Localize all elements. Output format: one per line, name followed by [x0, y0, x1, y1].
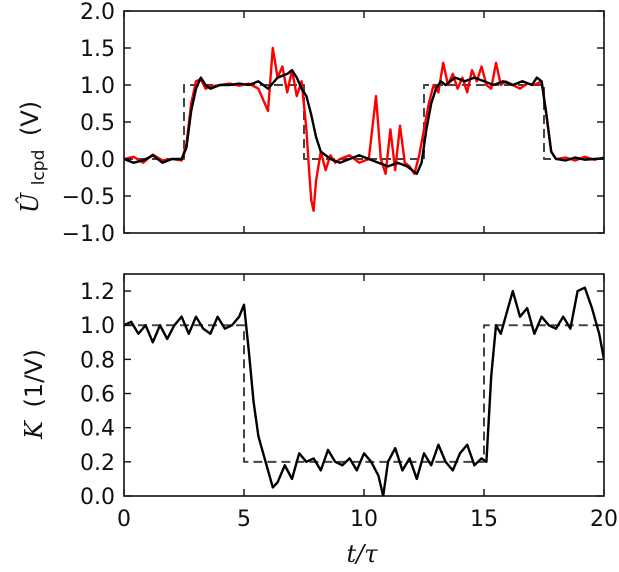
axes-frame [123, 10, 605, 234]
y-tick-label: −0.5 [62, 185, 115, 210]
y-tick-label: 1.2 [80, 280, 115, 305]
y-tick-label: 0.4 [80, 417, 115, 442]
y-tick-label: 0.6 [80, 383, 115, 408]
x-tick-label: 5 [237, 507, 251, 532]
y-tick-label: 1.0 [80, 74, 115, 99]
top-ylabel-symbol: Û [15, 192, 44, 213]
y-tick-label: 0.2 [80, 451, 115, 476]
bottom-ylabel-symbol: K [20, 419, 48, 440]
y-tick-label: 1.0 [80, 314, 115, 339]
bottom-xlabel: t/τ [346, 540, 378, 568]
series-line-black [124, 68, 604, 176]
x-tick-label: 10 [350, 507, 378, 532]
series-line-black [124, 286, 604, 496]
series-line-reference [124, 324, 604, 463]
bottom-panel: 0 5 10 15 20 0.0 0.2 0.4 0.6 0.8 1.0 1.2 [80, 273, 618, 532]
top-ylabel: Û lcpd (V) [15, 101, 50, 213]
y-tick-label: 0.0 [80, 485, 115, 510]
x-tick-label: 15 [470, 507, 498, 532]
y-tick-label: 1.5 [80, 37, 115, 62]
y-tick-label: 2.0 [80, 0, 115, 25]
y-tick-label: 0.8 [80, 348, 115, 373]
top-panel: −1.0 −0.5 0.0 0.5 1.0 1.5 2.0 [62, 0, 605, 247]
top-ylabel-subscript: lcpd [29, 150, 49, 186]
y-tick-label: 0.5 [80, 111, 115, 136]
top-ylabel-unit: (V) [16, 101, 44, 136]
x-tick-label: 20 [590, 507, 618, 532]
axes-frame [123, 273, 605, 497]
series-line-red [124, 46, 604, 213]
y-tick-label: −1.0 [62, 222, 115, 247]
y-tick-label: 0.0 [80, 148, 115, 173]
bottom-ylabel-unit: (1/V) [20, 349, 48, 408]
bottom-ylabel: K (1/V) [20, 349, 48, 440]
series-line-reference [124, 84, 604, 160]
x-tick-label: 0 [117, 507, 131, 532]
